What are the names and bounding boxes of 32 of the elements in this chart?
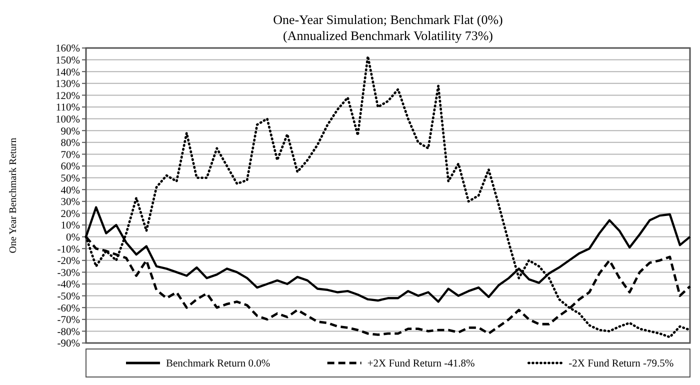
legend-label: -2X Fund Return -79.5%: [568, 358, 674, 370]
y-axis-title: One Year Benchmark Return: [8, 138, 19, 254]
y-tick-label: 20%: [60, 208, 80, 220]
y-tick-label: 90%: [60, 126, 80, 138]
y-tick-label: 30%: [60, 197, 80, 208]
y-tick-label: -90%: [57, 338, 80, 350]
chart-title: One-Year Simulation; Benchmark Flat (0%): [273, 12, 503, 27]
y-tick-label: 150%: [56, 55, 80, 66]
legend-label: Benchmark Return 0.0%: [166, 358, 270, 370]
y-tick-label: -60%: [57, 303, 80, 314]
y-tick-label: -20%: [57, 256, 80, 268]
y-tick-label: 60%: [60, 162, 80, 173]
y-tick-label: 50%: [60, 173, 80, 184]
y-tick-label: 0%: [66, 232, 80, 244]
y-tick-label: 40%: [60, 185, 80, 196]
y-tick-label: 100%: [56, 114, 80, 126]
chart-subtitle: (Annualized Benchmark Volatility 73%): [283, 28, 493, 43]
y-tick-label: 140%: [56, 67, 80, 78]
y-tick-label: -80%: [57, 326, 80, 338]
legend-label: +2X Fund Return -41.8%: [367, 358, 475, 370]
y-tick-label: 160%: [56, 44, 80, 55]
y-tick-label: -50%: [57, 291, 80, 302]
y-tick-label: 130%: [56, 79, 80, 90]
y-tick-label: 10%: [60, 220, 80, 232]
y-tick-label: -10%: [57, 244, 80, 256]
y-tick-label: -40%: [57, 280, 80, 291]
y-tick-label: 80%: [60, 138, 80, 150]
y-tick-label: 70%: [60, 150, 80, 161]
y-tick-label: -30%: [57, 268, 80, 279]
y-tick-label: 120%: [56, 90, 80, 102]
y-tick-label: 110%: [56, 102, 80, 114]
y-tick-label: -70%: [57, 315, 80, 326]
